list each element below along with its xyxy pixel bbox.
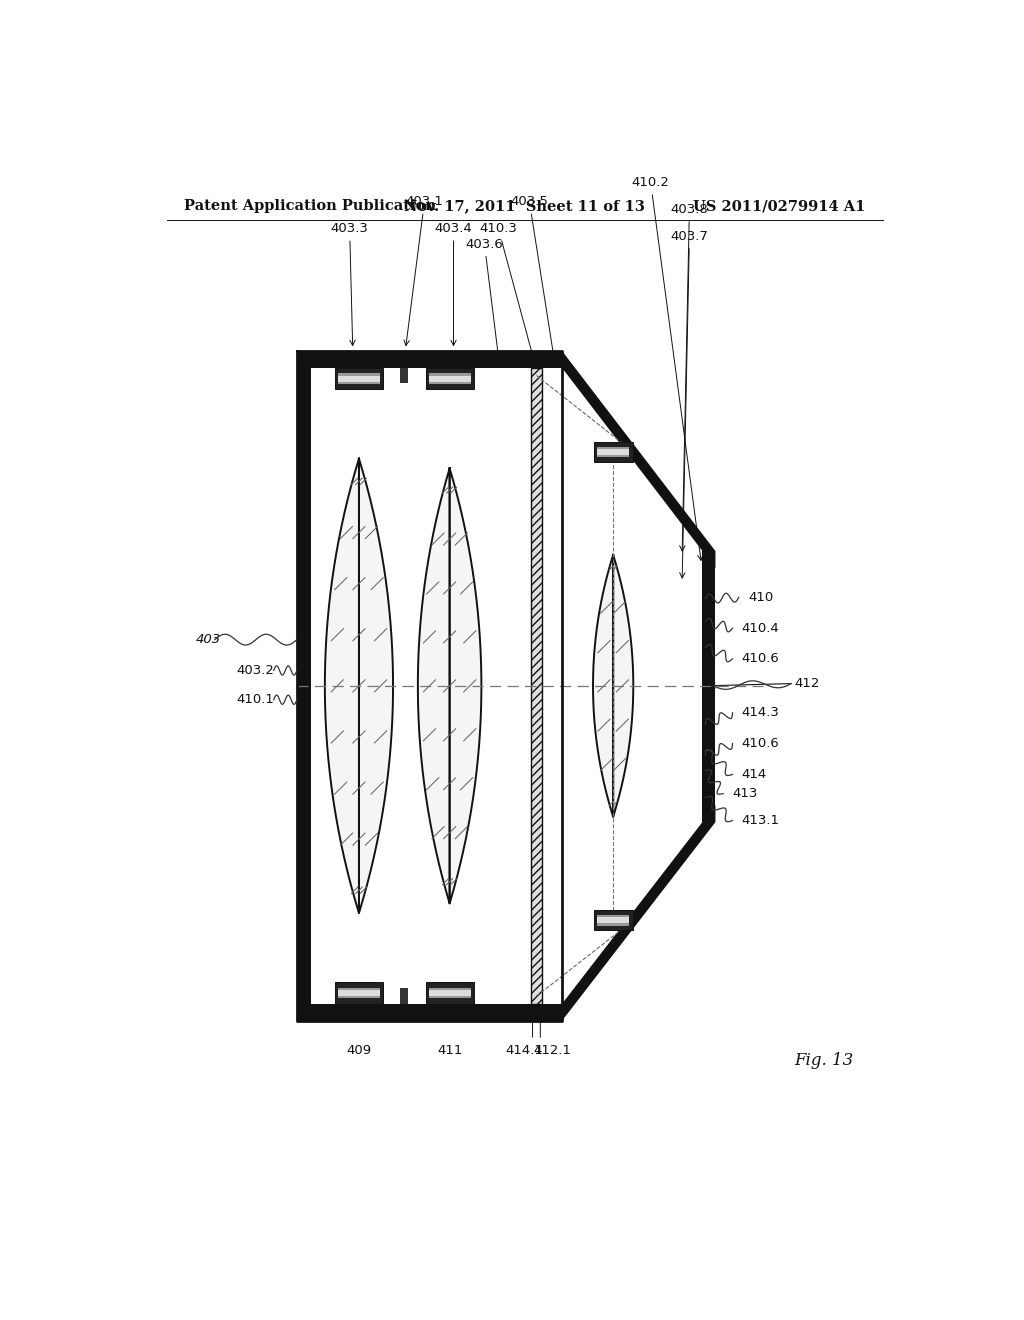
- Bar: [426, 368, 474, 389]
- Text: 403.5: 403.5: [511, 195, 557, 366]
- Text: US 2011/0279914 A1: US 2011/0279914 A1: [693, 199, 866, 213]
- Bar: [597, 915, 630, 925]
- Text: Nov. 17, 2011  Sheet 11 of 13: Nov. 17, 2011 Sheet 11 of 13: [404, 199, 645, 213]
- Text: 412.1: 412.1: [532, 1044, 571, 1057]
- Text: 409: 409: [346, 1044, 372, 1057]
- Text: 410.2: 410.2: [632, 176, 702, 561]
- Bar: [429, 990, 471, 997]
- Bar: [701, 552, 716, 822]
- Bar: [429, 987, 471, 998]
- Text: 411: 411: [437, 1044, 462, 1057]
- Bar: [400, 989, 409, 1003]
- Text: 414.3: 414.3: [741, 706, 779, 719]
- Text: 403.2: 403.2: [237, 664, 274, 677]
- Polygon shape: [418, 469, 481, 903]
- Bar: [400, 368, 409, 383]
- Text: 410.6: 410.6: [741, 737, 779, 750]
- Bar: [597, 449, 630, 455]
- Polygon shape: [593, 554, 633, 817]
- Bar: [297, 351, 562, 368]
- Polygon shape: [325, 459, 393, 913]
- Text: 403.6: 403.6: [466, 238, 504, 366]
- Bar: [338, 990, 380, 997]
- Text: 403.7: 403.7: [671, 230, 709, 578]
- Text: 413: 413: [732, 787, 758, 800]
- Polygon shape: [562, 368, 701, 1003]
- Text: 412: 412: [795, 677, 820, 690]
- Text: 403.4: 403.4: [434, 222, 472, 346]
- Bar: [594, 442, 633, 462]
- Bar: [297, 1005, 562, 1020]
- Bar: [297, 351, 311, 1020]
- Text: 413.1: 413.1: [741, 814, 780, 828]
- Bar: [530, 368, 543, 1003]
- Polygon shape: [562, 351, 716, 568]
- Bar: [429, 374, 471, 384]
- Bar: [335, 368, 383, 389]
- Text: 403: 403: [197, 634, 221, 647]
- Text: 410.3: 410.3: [479, 222, 537, 366]
- Bar: [311, 368, 562, 1003]
- Text: 414: 414: [741, 768, 767, 781]
- Bar: [338, 376, 380, 381]
- Text: 414.1: 414.1: [506, 1044, 544, 1057]
- Bar: [597, 917, 630, 923]
- Bar: [338, 374, 380, 384]
- Bar: [594, 911, 633, 931]
- Text: 403.3: 403.3: [331, 222, 369, 346]
- Bar: [597, 446, 630, 458]
- Text: Fig. 13: Fig. 13: [795, 1052, 854, 1069]
- Text: 403.8: 403.8: [671, 203, 709, 550]
- Text: 410: 410: [748, 591, 773, 603]
- Text: 403.1: 403.1: [404, 195, 443, 346]
- Bar: [335, 982, 383, 1003]
- Bar: [426, 982, 474, 1003]
- Text: Patent Application Publication: Patent Application Publication: [183, 199, 436, 213]
- Bar: [429, 376, 471, 381]
- Text: 410.1: 410.1: [237, 693, 274, 706]
- Text: 410.4: 410.4: [741, 622, 779, 635]
- Bar: [338, 987, 380, 998]
- Text: 410.6: 410.6: [741, 652, 779, 665]
- Polygon shape: [562, 805, 716, 1020]
